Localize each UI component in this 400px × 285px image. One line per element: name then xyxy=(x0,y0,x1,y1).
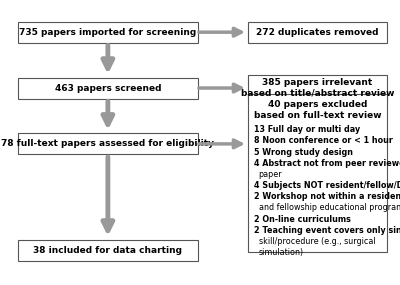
Text: 13 Full day or multi day: 13 Full day or multi day xyxy=(254,125,360,134)
FancyBboxPatch shape xyxy=(248,94,387,252)
Text: 5 Wrong study design: 5 Wrong study design xyxy=(254,148,353,157)
FancyBboxPatch shape xyxy=(18,133,198,154)
Text: based on full-text review: based on full-text review xyxy=(254,111,382,120)
FancyBboxPatch shape xyxy=(18,240,198,260)
Text: 38 included for data charting: 38 included for data charting xyxy=(33,246,182,255)
Text: 40 papers excluded: 40 papers excluded xyxy=(268,100,367,109)
Text: 2 Teaching event covers only single: 2 Teaching event covers only single xyxy=(254,226,400,235)
Text: 463 papers screened: 463 papers screened xyxy=(55,84,161,93)
Text: 8 Noon conference or < 1 hour: 8 Noon conference or < 1 hour xyxy=(254,137,393,145)
FancyBboxPatch shape xyxy=(248,22,387,43)
Text: skill/procedure (e.g., surgical: skill/procedure (e.g., surgical xyxy=(259,237,375,246)
Text: 2 On-line curriculums: 2 On-line curriculums xyxy=(254,215,351,224)
Text: paper: paper xyxy=(259,170,282,179)
Text: 272 duplicates removed: 272 duplicates removed xyxy=(256,28,379,37)
Text: 735 papers imported for screening: 735 papers imported for screening xyxy=(19,28,196,37)
Text: 4 Subjects NOT resident/fellow/DO: 4 Subjects NOT resident/fellow/DO xyxy=(254,181,400,190)
Text: 4 Abstract not from peer reviewed: 4 Abstract not from peer reviewed xyxy=(254,159,400,168)
Text: 2 Workshop not within a residency: 2 Workshop not within a residency xyxy=(254,192,400,201)
Text: and fellowship educational program: and fellowship educational program xyxy=(259,203,400,213)
Text: 78 full-text papers assessed for eligibility: 78 full-text papers assessed for eligibi… xyxy=(1,139,214,148)
FancyBboxPatch shape xyxy=(248,75,387,101)
Text: simulation): simulation) xyxy=(259,248,304,257)
Text: 385 papers irrelevant
based on title/abstract review: 385 papers irrelevant based on title/abs… xyxy=(241,78,394,98)
FancyBboxPatch shape xyxy=(18,22,198,43)
FancyBboxPatch shape xyxy=(18,78,198,99)
